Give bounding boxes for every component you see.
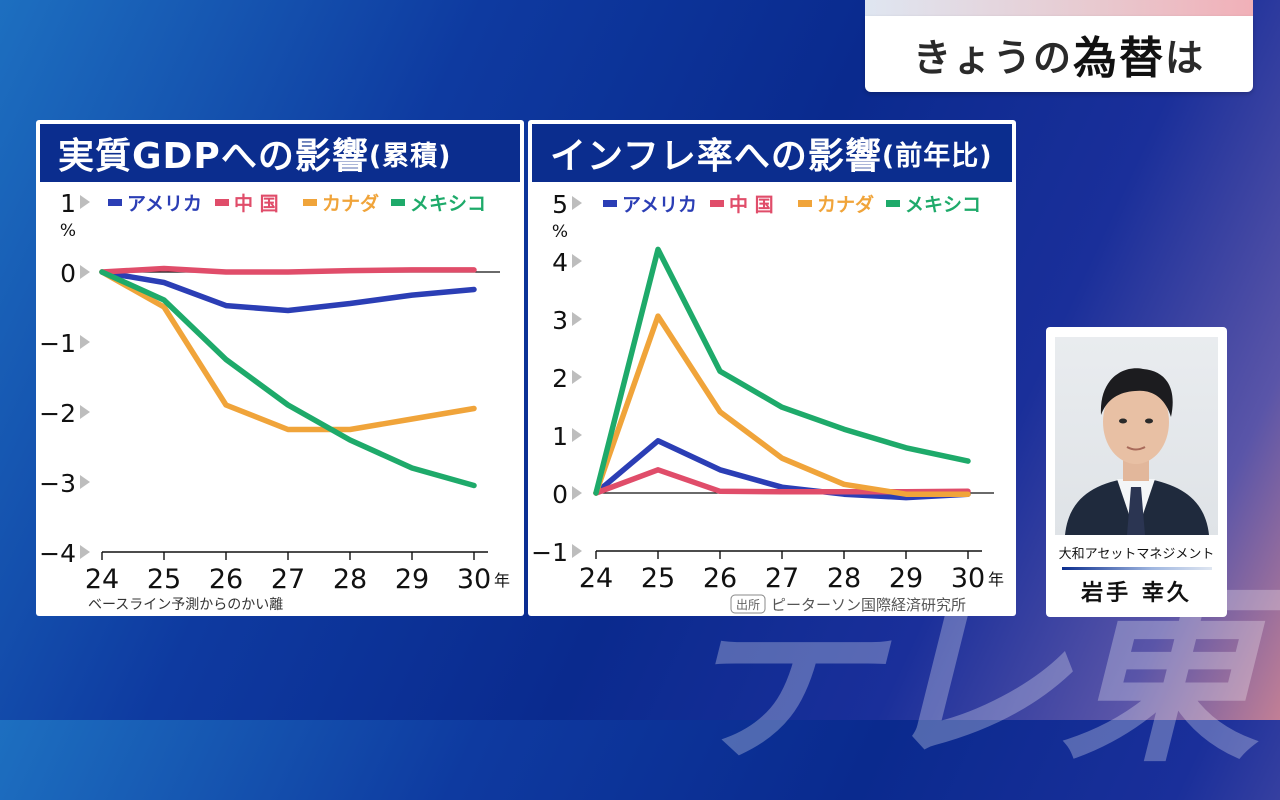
gdp-x-tick-label: 24	[85, 564, 119, 595]
inflation-x-tick-label: 26	[703, 563, 737, 594]
gdp-y-tick-marker	[80, 335, 90, 349]
inflation-y-tick-marker	[572, 428, 582, 442]
gdp-footnote: ベースライン予測からのかい離	[88, 596, 283, 613]
gdp-legend-label: メキシコ	[410, 193, 486, 215]
inflation-legend-swatch	[798, 200, 812, 207]
inflation-y-tick-marker	[572, 254, 582, 268]
gdp-x-tick-label: 25	[147, 564, 181, 595]
inflation-y-tick-label: 4	[552, 248, 568, 277]
inflation-x-suffix: 年	[988, 570, 1004, 589]
gdp-x-tick-label: 30	[457, 564, 491, 595]
speaker-card: 大和アセットマネジメント 岩手 幸久	[1046, 327, 1227, 617]
inflation-series-line	[593, 467, 971, 496]
inflation-y-tick-label: 0	[552, 480, 568, 509]
inflation-y-tick-label: −1	[531, 538, 568, 567]
inflation-source-badge: 出所	[736, 598, 760, 612]
inflation-y-tick-marker	[572, 544, 582, 558]
gdp-legend-swatch	[303, 199, 317, 206]
gdp-y-tick-marker	[80, 545, 90, 559]
gdp-chart-panel: 実質GDPへの影響 (累積) 1 0 −1 −2 −3 −4% 24 25 26 27 28 29 30 年…	[36, 120, 524, 616]
program-title: きょうの 為替 は	[865, 16, 1253, 92]
gdp-x-tick-label: 26	[209, 564, 243, 595]
inflation-x-tick-label: 29	[889, 563, 923, 594]
inflation-title-paren: (前年比)	[881, 140, 993, 172]
inflation-series-line	[593, 438, 971, 501]
gdp-y-tick-marker	[80, 265, 90, 279]
gdp-legend-label: アメリカ	[127, 193, 202, 215]
inflation-x-tick-label: 28	[827, 563, 861, 594]
gdp-series-line	[99, 265, 477, 275]
gdp-legend-swatch	[108, 199, 122, 206]
speaker-name: 岩手 幸久	[1081, 581, 1192, 606]
gdp-y-tick-label: −2	[39, 399, 76, 428]
speaker-company: 大和アセットマネジメント	[1058, 547, 1215, 562]
inflation-y-tick-marker	[572, 370, 582, 384]
inflation-y-tick-marker	[572, 486, 582, 500]
inflation-y-tick-label: 3	[552, 306, 568, 335]
inflation-y-tick-label: 2	[552, 364, 568, 393]
inflation-source-text: ピーターソン国際経済研究所	[771, 596, 966, 614]
gdp-y-tick-marker	[80, 195, 90, 209]
gdp-x-tick-label: 29	[395, 564, 429, 595]
gdp-legend-swatch	[391, 199, 405, 206]
gdp-y-tick-label: 0	[60, 259, 76, 288]
inflation-legend-swatch	[603, 200, 617, 207]
inflation-legend-label: カナダ	[817, 193, 874, 216]
title-big: 為替	[1073, 33, 1165, 84]
inflation-chart-title: インフレ率への影響 (前年比)	[532, 124, 1012, 182]
gdp-y-tick-label: 1	[60, 189, 76, 218]
inflation-legend-label: メキシコ	[905, 194, 981, 216]
inflation-title-main: インフレ率への影響	[550, 136, 882, 177]
inflation-series-line	[593, 313, 971, 497]
gdp-y-tick-label: −3	[39, 469, 76, 498]
inflation-legend-swatch	[886, 200, 900, 207]
inflation-unit-label: %	[552, 222, 568, 242]
gdp-legend-label: カナダ	[322, 192, 379, 215]
inflation-x-tick-label: 30	[951, 563, 985, 594]
person-avatar-icon	[1065, 368, 1209, 535]
title-accent-bar	[865, 0, 1253, 16]
inflation-x-tick-label: 27	[765, 563, 799, 594]
inflation-y-tick-label: 5	[552, 190, 568, 219]
gdp-series-line	[99, 269, 477, 433]
gdp-chart-svg: 1 0 −1 −2 −3 −4% 24 25 26 27 28 29 30 年 アメリカ 中 国 カナダ メキシコ…	[39, 189, 510, 613]
gdp-y-tick-marker	[80, 405, 90, 419]
gdp-chart-title: 実質GDPへの影響 (累積)	[40, 124, 520, 182]
gdp-title-main: 実質GDPへの影響	[58, 136, 369, 177]
inflation-legend-label: アメリカ	[622, 194, 697, 216]
inflation-x-tick-label: 25	[641, 563, 675, 594]
title-post: は	[1165, 35, 1206, 80]
gdp-legend-label: 中 国	[234, 192, 279, 215]
inflation-series-line	[593, 246, 971, 496]
gdp-y-tick-label: −1	[39, 329, 76, 358]
gdp-x-tick-label: 28	[333, 564, 367, 595]
inflation-x-tick-label: 24	[579, 563, 613, 594]
inflation-legend-label: 中 国	[729, 193, 774, 216]
gdp-y-tick-marker	[80, 475, 90, 489]
speaker-divider	[1062, 567, 1212, 570]
gdp-y-tick-label: −4	[39, 539, 76, 568]
gdp-legend-swatch	[215, 199, 229, 206]
speaker-photo	[1055, 337, 1218, 535]
gdp-x-suffix: 年	[494, 571, 510, 590]
gdp-title-paren: (累積)	[368, 140, 452, 172]
inflation-y-tick-label: 1	[552, 422, 568, 451]
gdp-series-line	[99, 269, 477, 314]
inflation-y-tick-marker	[572, 312, 582, 326]
title-pre: きょうの	[912, 35, 1073, 80]
inflation-chart-svg: 5 4 3 2 1 0 −1% 24 25 26 27 28 29 30 年 アメリカ 中 国 カナダ メキシコ出所…	[531, 190, 1004, 614]
inflation-source-badge-box	[730, 594, 766, 614]
gdp-series-line	[99, 269, 477, 489]
gdp-x-tick-label: 27	[271, 564, 305, 595]
gdp-unit-label: %	[60, 221, 76, 241]
inflation-y-tick-marker	[572, 196, 582, 210]
inflation-chart-panel: インフレ率への影響 (前年比) 5 4 3 2 1 0 −1% 24 25 26 27 28 29 30 年 ア…	[528, 120, 1016, 616]
inflation-legend-swatch	[710, 200, 724, 207]
